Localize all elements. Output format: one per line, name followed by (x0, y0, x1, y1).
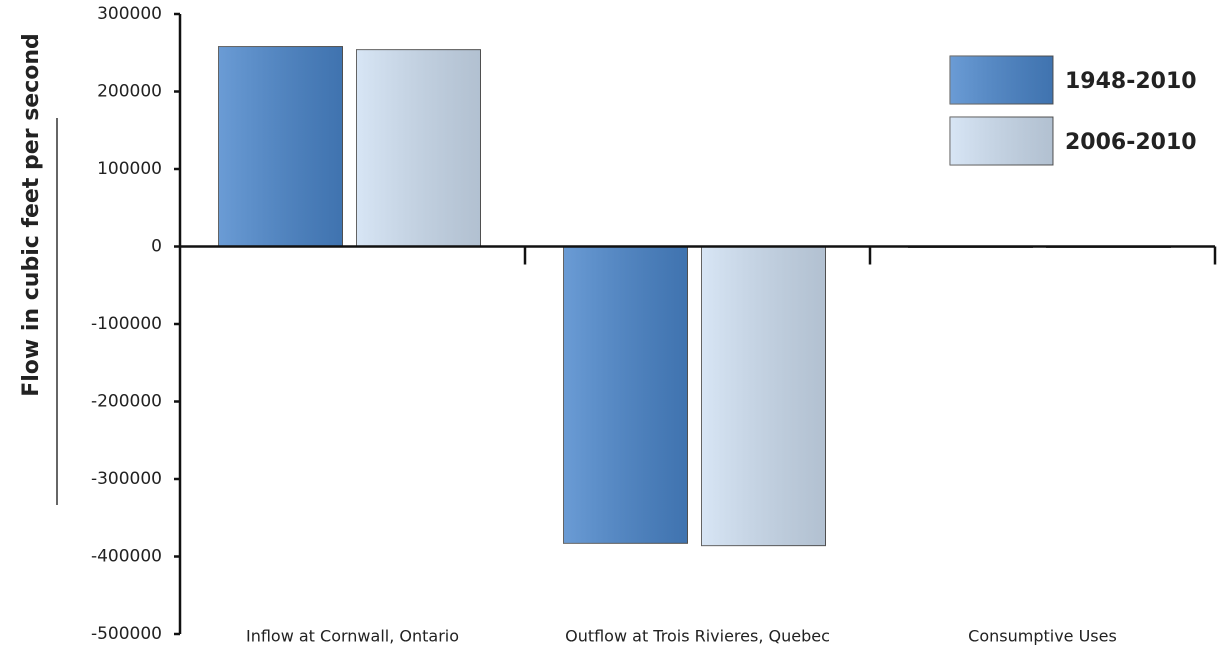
bar (563, 246, 688, 544)
legend-swatch-shade (950, 117, 1053, 165)
legend-swatch-shade (950, 56, 1053, 104)
x-tick-label: Outflow at Trois Rivieres, Quebec (565, 627, 830, 646)
bar (701, 246, 826, 547)
y-tick-label: -300000 (91, 469, 162, 489)
y-tick-label: -200000 (91, 392, 162, 412)
y-tick-label: -100000 (91, 314, 162, 334)
y-tick-label: 0 (151, 237, 162, 257)
bar (356, 49, 481, 248)
y-tick-label: 100000 (97, 159, 162, 179)
y-tick-label: 300000 (97, 4, 162, 24)
legend-label: 1948-2010 (1065, 69, 1197, 94)
x-tick-label: Consumptive Uses (968, 627, 1117, 646)
y-axis-label: Flow in cubic feet per second (19, 33, 44, 397)
y-tick-label: -400000 (91, 547, 162, 567)
legend-label: 2006-2010 (1065, 130, 1197, 155)
bar (218, 46, 343, 247)
x-tick-label: Inflow at Cornwall, Ontario (246, 627, 459, 646)
y-tick-label: 200000 (97, 82, 162, 102)
y-tick-label: -500000 (91, 624, 162, 644)
